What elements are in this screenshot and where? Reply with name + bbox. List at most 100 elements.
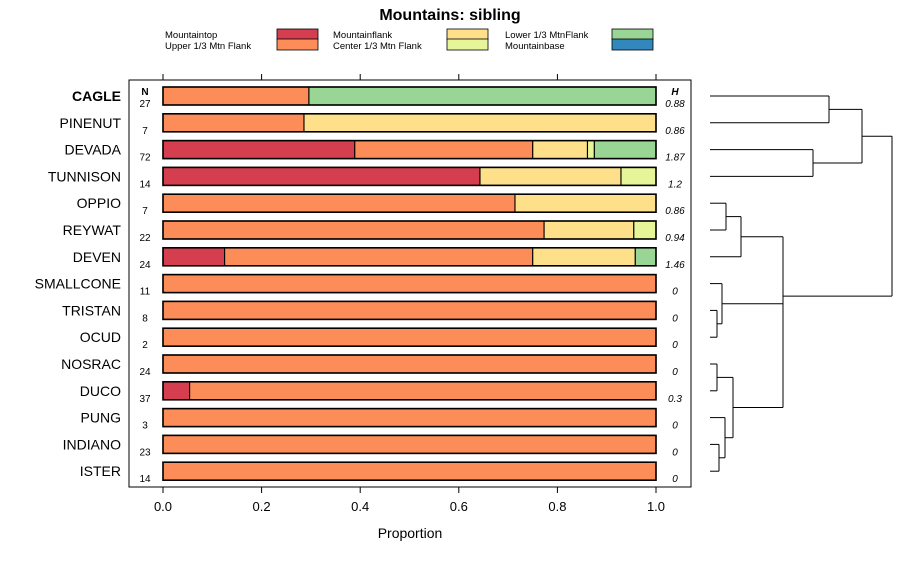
bar-segment-devada-3: [586, 140, 595, 160]
legend-swatch-upper: [276, 38, 319, 51]
bar-segment-tunnison-2: [479, 166, 622, 186]
n-value-oppio: 7: [142, 206, 148, 217]
category-label-smallcone: SMALLCONE: [35, 276, 121, 292]
h-value-nosrac: 0: [672, 367, 678, 378]
h-value-indiano: 0: [672, 447, 678, 458]
bar-segment-devada-1: [354, 140, 534, 160]
n-value-deven: 24: [139, 260, 151, 271]
n-value-nosrac: 24: [139, 367, 151, 378]
n-value-tunnison: 14: [139, 179, 151, 190]
bar-outline-cagle: [162, 86, 657, 106]
x-axis-label: Proportion: [378, 525, 443, 541]
category-label-oppio: OPPIO: [77, 195, 121, 211]
bar-outline-deven: [162, 247, 657, 267]
legend-swatch-lower: [611, 28, 654, 41]
n-value-tristan: 8: [142, 313, 148, 324]
bar-outline-ister: [162, 461, 657, 482]
legend-label-center: Center 1/3 Mtn Flank: [333, 41, 422, 52]
legend-swatch-mountainbase: [611, 38, 654, 51]
bar-segment-duco-0: [162, 381, 191, 401]
h-value-tunnison: 1.2: [668, 179, 682, 190]
n-values: 27 7 72 14 7 22 24 11 8 2 24 37 3 23 14: [139, 99, 151, 485]
bar-outline-devada: [162, 139, 657, 160]
h-value-ister: 0: [672, 474, 678, 485]
bar-outline-pinenut: [162, 113, 657, 133]
bar-outline-oppio: [162, 193, 657, 213]
h-value-ocud: 0: [672, 340, 678, 351]
n-value-pinenut: 7: [142, 126, 148, 137]
n-value-ister: 14: [139, 474, 151, 485]
x-tick-label: 0.2: [253, 499, 271, 514]
bar-segment-devada-0: [162, 140, 356, 160]
n-value-duco: 37: [139, 394, 151, 405]
category-label-duco: DUCO: [80, 383, 121, 399]
x-axis: 0.0 0.2 0.4 0.6 0.8 1.0: [154, 74, 665, 514]
legend-swatch-mountaintop: [276, 28, 319, 41]
n-value-devada: 72: [139, 153, 151, 164]
dendrogram: [710, 95, 893, 472]
h-value-reywat: 0.94: [665, 233, 685, 244]
n-value-indiano: 23: [139, 447, 151, 458]
category-labels: CAGLE PINENUT DEVADA TUNNISON OPPIO REYWAT DEV…: [35, 88, 122, 479]
bar-segment-deven-4: [634, 247, 657, 267]
bar-segment-nosrac-1: [162, 354, 657, 374]
bar-outline-duco: [162, 380, 657, 401]
category-label-pung: PUNG: [81, 410, 121, 426]
bar-outline-tristan: [162, 300, 657, 321]
bar-segment-tristan-1: [162, 300, 657, 320]
category-label-tunnison: TUNNISON: [48, 168, 121, 184]
bar-segment-cagle-4: [308, 86, 657, 106]
bar-segment-ister-1: [162, 461, 657, 481]
h-value-pung: 0: [672, 421, 678, 432]
x-tick-label: 0.4: [351, 499, 369, 514]
bar-segment-pung-1: [162, 408, 657, 428]
x-tick-label: 0.6: [450, 499, 468, 514]
n-value-smallcone: 11: [140, 287, 151, 298]
bar-outline-reywat: [162, 220, 657, 240]
bar-segment-deven-2: [532, 247, 636, 267]
legend-label-mountainbase: Mountainbase: [505, 41, 565, 52]
bar-outline-nosrac: [162, 354, 657, 374]
h-value-tristan: 0: [672, 313, 678, 324]
category-label-cagle: CAGLE: [72, 88, 121, 104]
x-tick-label: 1.0: [647, 499, 665, 514]
h-value-pinenut: 0.86: [665, 126, 685, 137]
plot-frame: [128, 79, 692, 488]
bar-segment-cagle-1: [162, 86, 310, 106]
bar-segment-reywat-1: [162, 220, 545, 240]
h-values: 0.88 0.86 1.87 1.2 0.86 0.94 1.46 0 0 0 0 0.3 0 0 0: [665, 99, 685, 485]
bar-outline-smallcone: [162, 273, 657, 294]
legend-label-mountaintop: Mountaintop: [165, 30, 217, 41]
h-value-devada: 1.87: [665, 153, 685, 164]
category-label-nosrac: NOSRAC: [61, 356, 121, 372]
h-value-deven: 1.46: [665, 260, 685, 271]
h-value-oppio: 0.86: [665, 206, 685, 217]
chart-title: Mountains: sibling: [379, 7, 520, 24]
bar-segment-deven-1: [224, 247, 534, 267]
bar-outline-pung: [162, 407, 657, 428]
n-value-pung: 3: [142, 421, 148, 432]
bar-outline-ocud: [162, 327, 657, 348]
h-value-smallcone: 0: [672, 287, 678, 298]
x-tick-label: 0.8: [548, 499, 566, 514]
h-header: H: [671, 87, 679, 98]
category-label-devada: DEVADA: [64, 142, 121, 158]
bar-segment-reywat-3: [633, 220, 657, 240]
category-label-deven: DEVEN: [73, 249, 121, 265]
category-label-tristan: TRISTAN: [62, 302, 121, 318]
category-label-ister: ISTER: [80, 463, 121, 479]
bar-segment-duco-1: [189, 381, 657, 401]
x-tick-label: 0.0: [154, 499, 172, 514]
n-value-cagle: 27: [139, 99, 151, 110]
category-label-reywat: REYWAT: [63, 222, 122, 238]
legend-label-lower: Lower 1/3 MtnFlank: [505, 30, 589, 41]
legend-swatch-center: [446, 38, 489, 51]
category-label-ocud: OCUD: [80, 329, 121, 345]
bar-segment-ocud-1: [162, 327, 657, 347]
bar-segment-pinenut-2: [303, 113, 657, 133]
bar-segment-deven-0: [162, 247, 226, 267]
bar-segment-devada-4: [593, 140, 657, 160]
